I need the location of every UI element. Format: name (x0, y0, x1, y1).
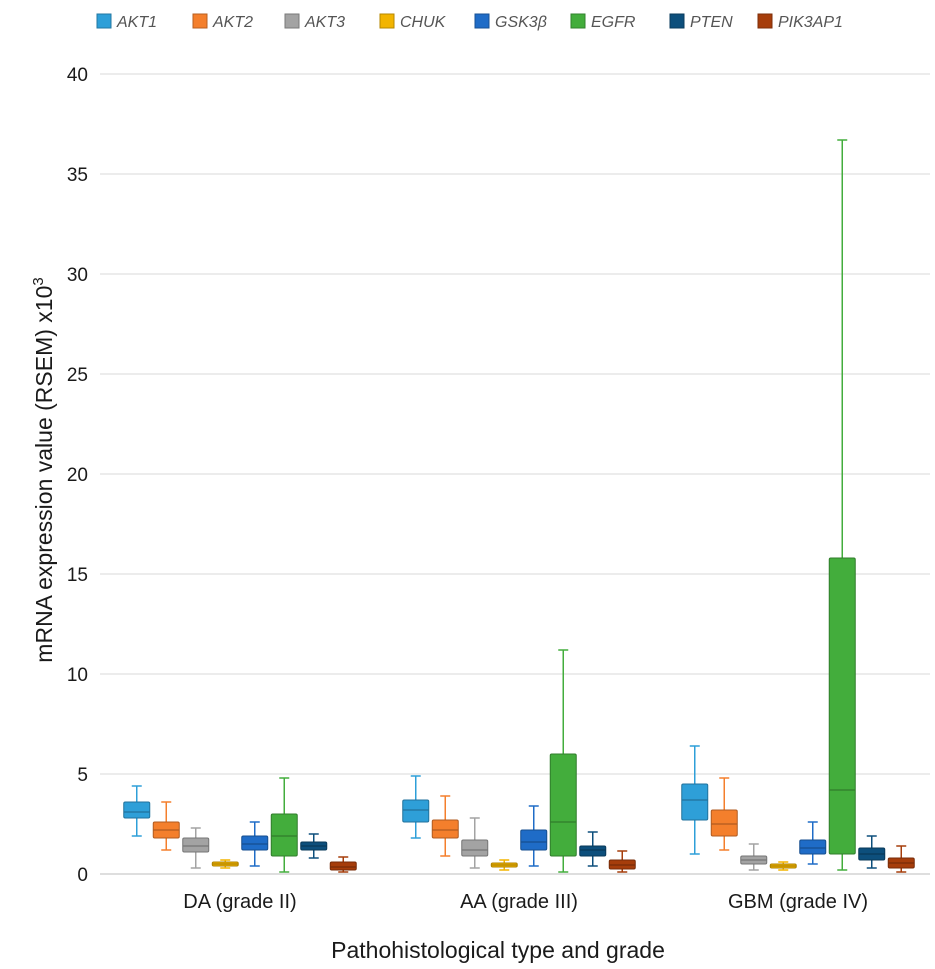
box-AKT3-2 (740, 843, 768, 871)
legend-swatch (284, 13, 300, 29)
legend-label: CHUK (400, 14, 447, 31)
y-tick-label: 25 (67, 365, 88, 386)
box-body (270, 813, 298, 857)
box-body (681, 783, 709, 821)
legend-label: PIK3AP1 (778, 14, 843, 31)
y-axis-ticks: 0 5 10 15 20 25 30 35 40 (67, 65, 88, 886)
legend-swatch (96, 13, 112, 29)
legend-swatch (379, 13, 395, 29)
y-tick-label: 40 (67, 65, 88, 86)
legend-swatch (474, 13, 490, 29)
box-AKT2-2 (710, 777, 738, 851)
x-axis-categories: DA (grade II) AA (grade III) GBM (grade IV… (183, 891, 868, 913)
box-PIK3AP1-1 (608, 850, 636, 873)
box-AKT1-2 (681, 745, 709, 855)
box-GSK3β-0 (241, 821, 269, 867)
x-axis-title: Pathohistological type and grade (331, 937, 665, 963)
legend: AKT1 AKT2 AKT3 CHUK GSK3β EGFR PTEN PIK3AP1 (96, 13, 843, 31)
gridlines (100, 73, 930, 875)
legend-swatch (669, 13, 685, 29)
box-EGFR-2 (828, 139, 856, 871)
box-body (402, 799, 430, 823)
box-EGFR-1 (549, 649, 577, 873)
box-body (579, 845, 607, 857)
y-tick-label: 0 (77, 865, 88, 886)
box-CHUK-2 (769, 861, 797, 871)
box-CHUK-0 (211, 859, 239, 869)
box-AKT3-0 (182, 827, 210, 869)
box-AKT1-0 (123, 785, 151, 837)
box-AKT1-1 (402, 775, 430, 839)
y-tick-label: 10 (67, 665, 88, 686)
x-category-label: GBM (grade IV) (728, 891, 868, 913)
legend-swatch (192, 13, 208, 29)
y-tick-label: 35 (67, 165, 88, 186)
box-body (799, 839, 827, 855)
y-axis-title-superscript: 3 (30, 277, 47, 285)
box-EGFR-0 (270, 777, 298, 873)
box-AKT2-1 (431, 795, 459, 857)
box-PTEN-1 (579, 831, 607, 867)
box-body (520, 829, 548, 851)
x-category-label: DA (grade II) (183, 891, 296, 913)
legend-label: GSK3β (495, 14, 547, 31)
box-body (549, 753, 577, 857)
box-PIK3AP1-0 (329, 856, 357, 873)
box-AKT2-0 (152, 801, 180, 851)
legend-label: PTEN (690, 14, 733, 31)
box-body (123, 801, 151, 819)
box-series (123, 139, 915, 873)
legend-swatch (570, 13, 586, 29)
y-tick-label: 5 (77, 765, 88, 786)
legend-label: AKT2 (212, 14, 253, 31)
box-AKT3-1 (461, 817, 489, 869)
y-tick-label: 30 (67, 265, 88, 286)
box-PTEN-2 (858, 835, 886, 869)
y-tick-label: 20 (67, 465, 88, 486)
y-tick-label: 15 (67, 565, 88, 586)
box-body (329, 861, 357, 871)
box-body (461, 839, 489, 857)
y-axis-title-main: mRNA expression value (RSEM) x10 (31, 286, 57, 663)
box-body (431, 819, 459, 839)
legend-label: AKT3 (304, 14, 345, 31)
legend-label: AKT1 (116, 14, 157, 31)
box-GSK3β-2 (799, 821, 827, 865)
legend-label: EGFR (591, 14, 636, 31)
legend-swatch (757, 13, 773, 29)
box-PTEN-0 (300, 833, 328, 859)
box-PIK3AP1-2 (887, 845, 915, 873)
y-axis-title: mRNA expression value (RSEM) x103 (30, 277, 57, 662)
box-body (182, 837, 210, 853)
box-GSK3β-1 (520, 805, 548, 867)
box-body (710, 809, 738, 837)
box-body (828, 557, 856, 855)
x-category-label: AA (grade III) (460, 891, 578, 913)
box-body (241, 835, 269, 851)
box-CHUK-1 (490, 859, 518, 871)
